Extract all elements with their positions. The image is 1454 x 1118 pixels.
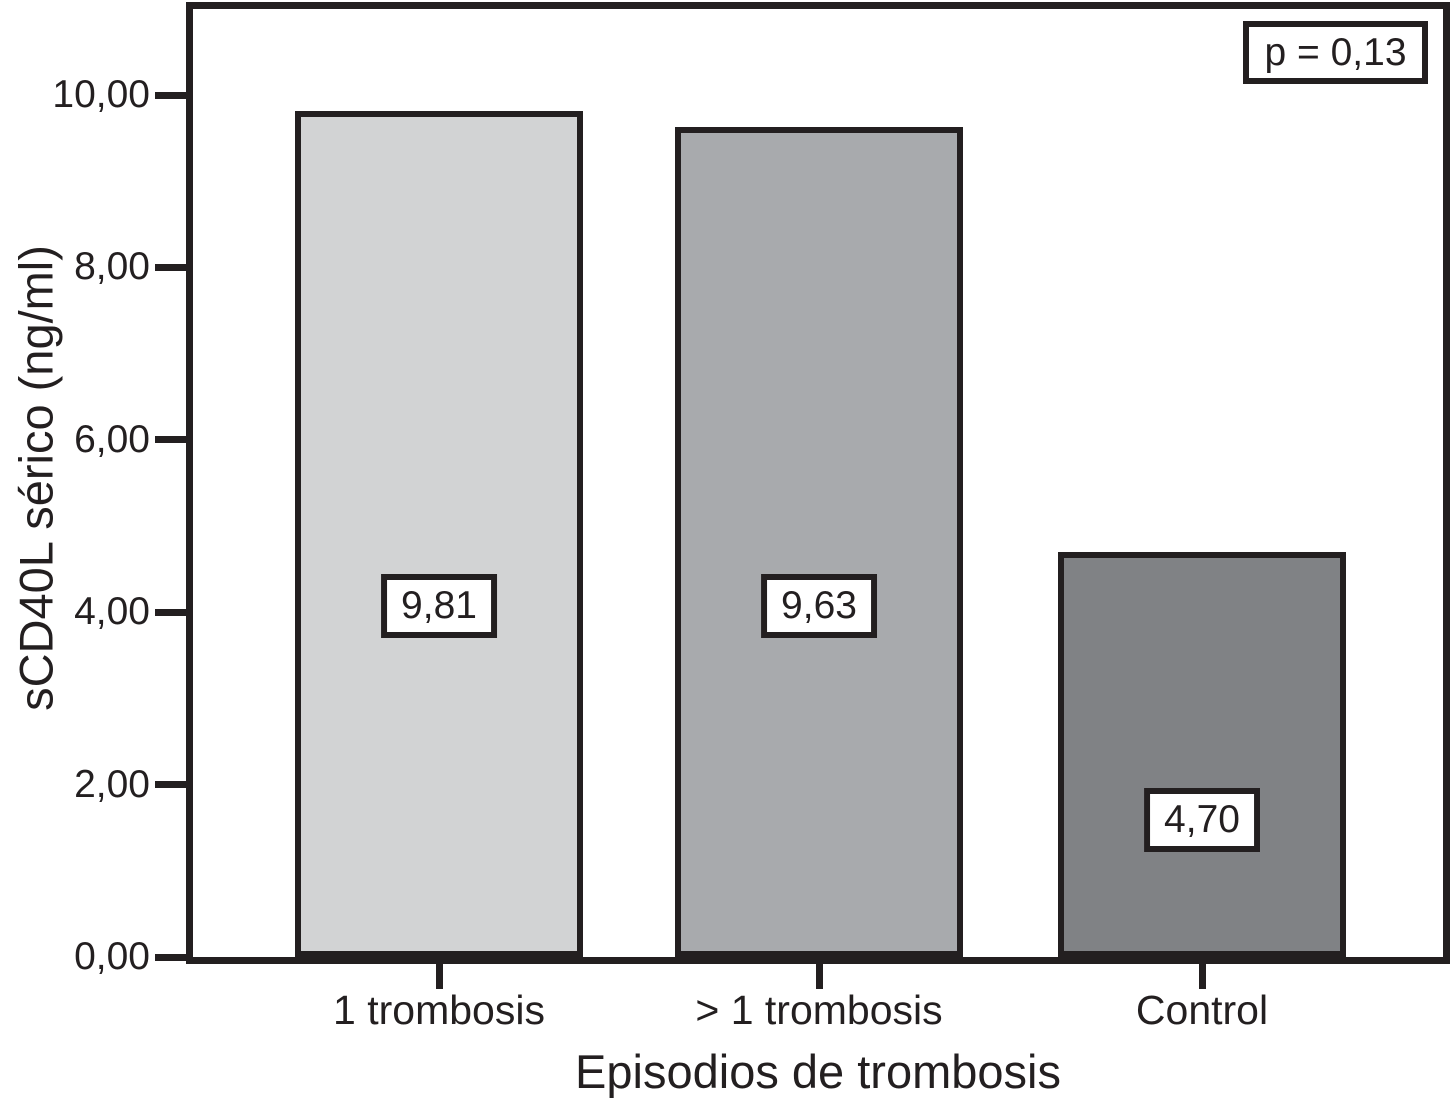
x-axis-title: Episodios de trombosis (575, 1045, 1061, 1098)
y-tick-mark (155, 263, 189, 271)
y-tick-label: 2,00 (74, 762, 150, 806)
y-tick-mark (155, 608, 189, 616)
bar-Control (1058, 552, 1346, 957)
bar-1 trombosis (295, 111, 583, 957)
y-tick-mark (155, 91, 189, 99)
p-value-annotation: p = 0,13 (1264, 30, 1407, 74)
y-tick-mark (155, 781, 189, 789)
y-tick-label: 8,00 (74, 245, 150, 289)
y-tick-label: 0,00 (74, 935, 150, 978)
x-tick-mark (815, 957, 823, 989)
x-tick-label: > 1 trombosis (695, 987, 943, 1033)
x-tick-label: Control (1135, 987, 1269, 1033)
p-value-annotation-box: p = 0,13 (1243, 21, 1428, 84)
y-axis-title: sCD40L sérico (ng/ml) (9, 245, 63, 711)
plot-area: 9,81 9,63 4,70 (186, 2, 1450, 964)
bar-> 1 trombosis (675, 127, 963, 957)
bar-value-label: 9,63 (761, 574, 877, 638)
y-tick-label: 10,00 (52, 73, 150, 116)
y-tick-label: 6,00 (74, 417, 150, 461)
y-tick-label: 4,00 (74, 590, 150, 634)
x-tick-mark (435, 957, 443, 989)
x-tick-label: 1 trombosis (333, 987, 545, 1033)
y-tick-mark (155, 436, 189, 444)
y-tick-mark (155, 953, 189, 961)
bar-value-label: 9,81 (381, 574, 497, 638)
x-tick-mark (1198, 957, 1206, 989)
bar-value-label: 4,70 (1144, 788, 1260, 852)
